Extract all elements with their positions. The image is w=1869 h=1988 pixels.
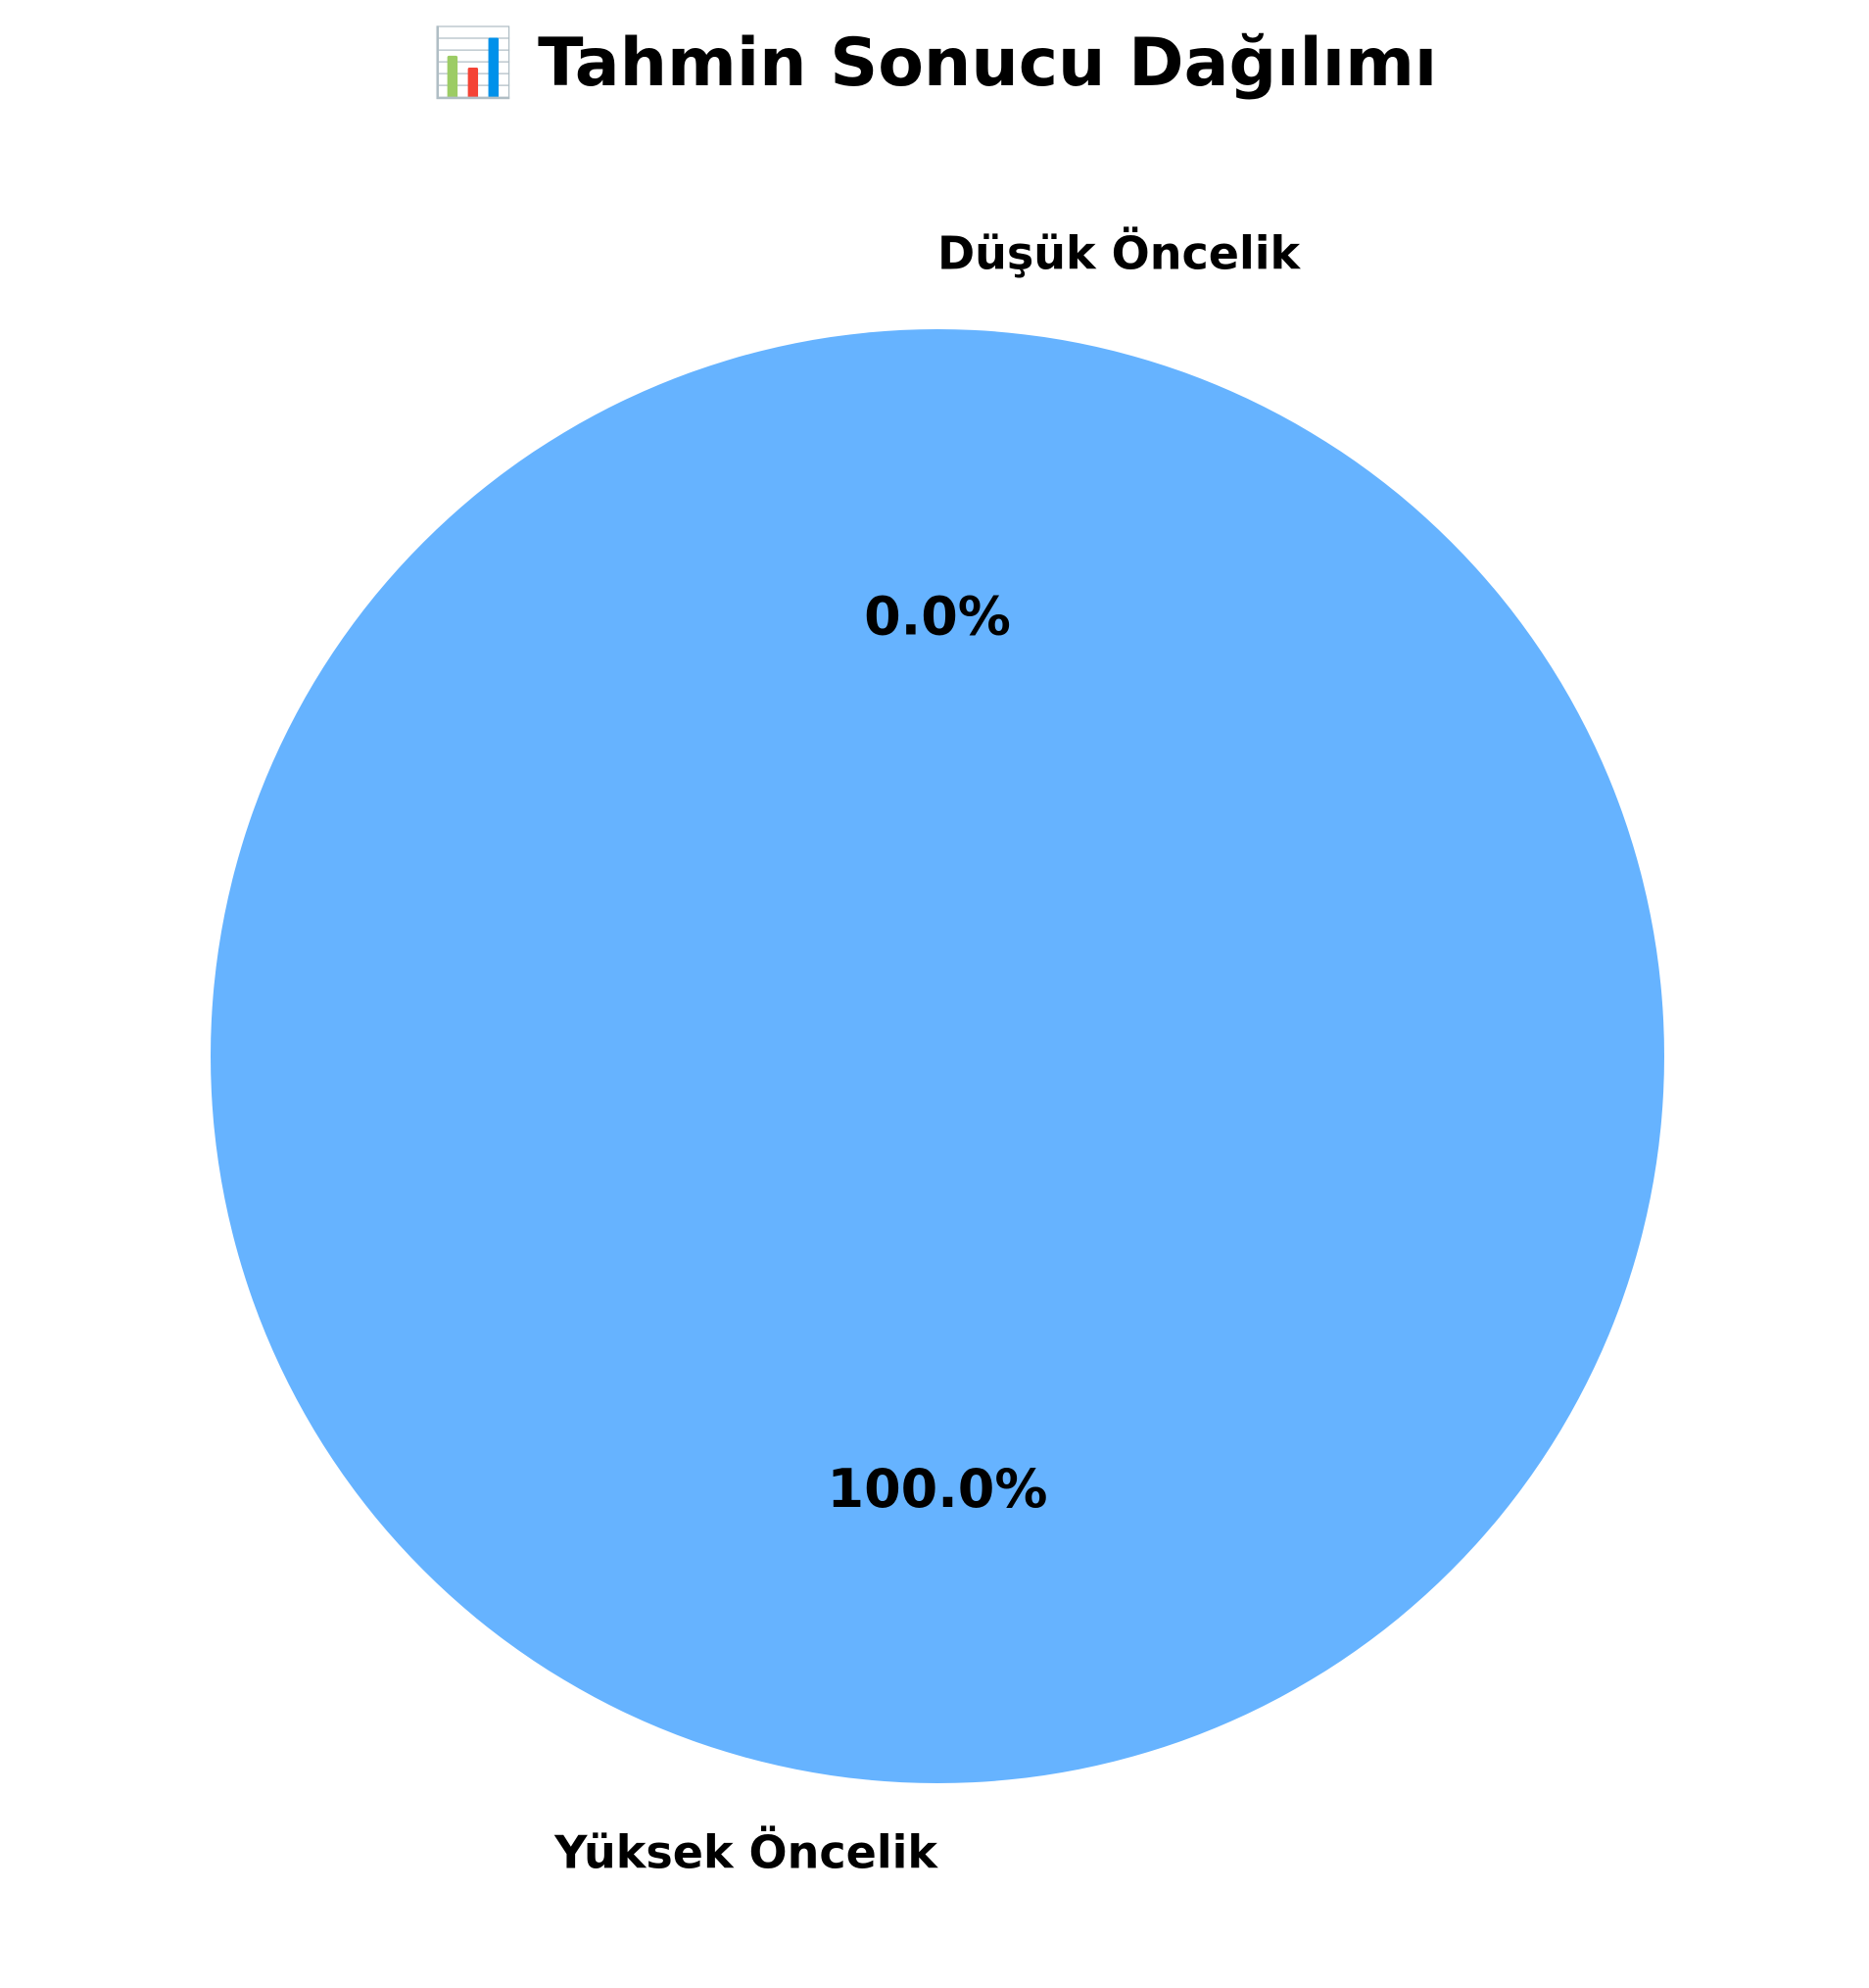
pct-label-dusuk-oncelik: 0.0%: [864, 585, 1011, 647]
pie-slices: [211, 329, 1664, 1783]
pie-slice-yuksek-oncelik: [211, 329, 1664, 1783]
pct-label-yuksek-oncelik: 100.0%: [828, 1458, 1048, 1520]
slice-label-yuksek-oncelik: Yüksek Öncelik: [553, 1826, 938, 1879]
slice-label-dusuk-oncelik: Düşük Öncelik: [937, 226, 1302, 279]
chart-title: 📊 Tahmin Sonucu Dağılımı: [432, 24, 1438, 102]
pie-labels: Düşük Öncelik 0.0% Yüksek Öncelik 100.0%: [553, 226, 1301, 1878]
